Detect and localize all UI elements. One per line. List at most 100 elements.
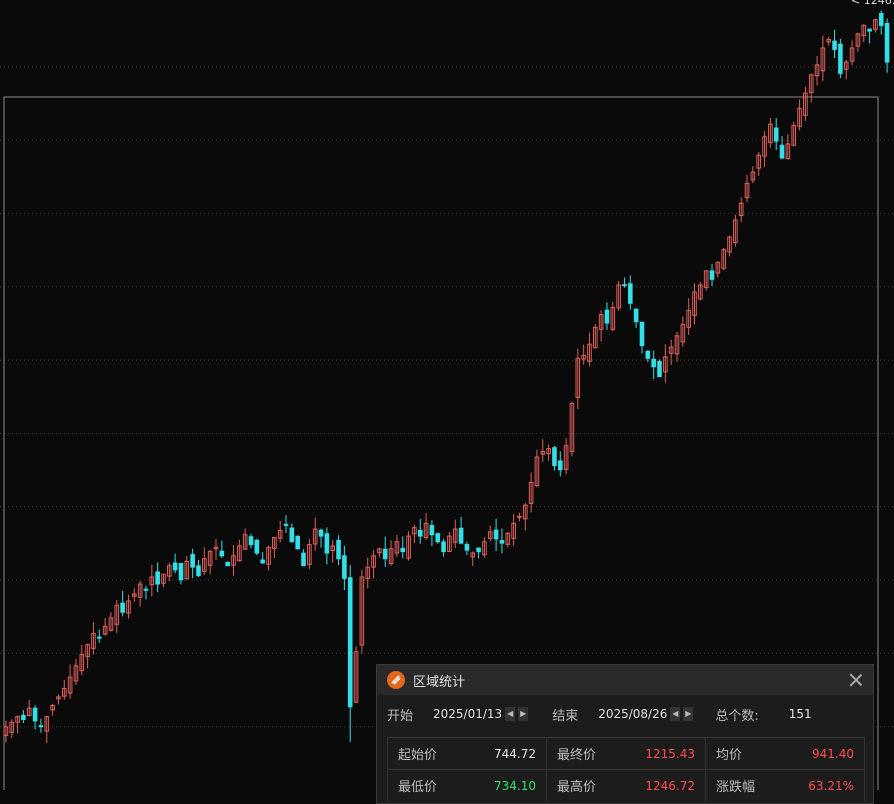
candle-body[interactable] xyxy=(400,547,406,553)
candle-body[interactable] xyxy=(38,725,44,728)
candle-body[interactable] xyxy=(511,522,516,539)
candle-body[interactable] xyxy=(190,554,195,568)
candle-body[interactable] xyxy=(458,527,464,544)
candle-body[interactable] xyxy=(733,219,738,244)
candle-body[interactable] xyxy=(797,108,802,127)
candle-body[interactable] xyxy=(231,555,236,566)
candle-body[interactable] xyxy=(91,632,96,649)
candle-body[interactable] xyxy=(219,550,225,557)
candle-body[interactable] xyxy=(272,536,277,550)
candle-body[interactable] xyxy=(388,548,394,565)
candle-body[interactable] xyxy=(371,555,376,568)
candle-body[interactable] xyxy=(295,535,300,550)
candle-body[interactable] xyxy=(143,588,149,591)
candle-body[interactable] xyxy=(336,540,341,560)
candle-body[interactable] xyxy=(213,546,219,550)
candle-body[interactable] xyxy=(557,460,563,471)
candle-body[interactable] xyxy=(283,523,289,526)
candle-body[interactable] xyxy=(365,566,371,580)
candle-body[interactable] xyxy=(464,543,470,551)
candle-body[interactable] xyxy=(423,522,429,539)
candle-body[interactable] xyxy=(808,74,814,93)
candle-body[interactable] xyxy=(172,562,178,571)
candle-body[interactable] xyxy=(657,361,662,378)
candle-body[interactable] xyxy=(581,355,586,360)
candle-body[interactable] xyxy=(587,343,592,362)
candle-body[interactable] xyxy=(546,448,551,455)
candle-body[interactable] xyxy=(318,529,324,537)
candle-body[interactable] xyxy=(412,527,417,535)
candle-body[interactable] xyxy=(628,283,633,304)
candle-body[interactable] xyxy=(429,525,435,536)
candle-body[interactable] xyxy=(622,284,627,287)
candle-body[interactable] xyxy=(686,309,691,328)
candle-body[interactable] xyxy=(616,284,621,309)
candle-body[interactable] xyxy=(575,357,581,399)
candle-body[interactable] xyxy=(108,617,114,631)
candle-body[interactable] xyxy=(452,528,458,543)
candle-body[interactable] xyxy=(307,544,312,565)
candle-body[interactable] xyxy=(633,308,639,323)
candle-body[interactable] xyxy=(126,600,131,614)
candle-body[interactable] xyxy=(26,707,32,716)
candle-body[interactable] xyxy=(593,326,598,349)
candle-body[interactable] xyxy=(534,456,540,487)
candle-body[interactable] xyxy=(254,539,260,554)
candle-body[interactable] xyxy=(768,123,773,143)
candle-body[interactable] xyxy=(610,307,616,330)
candle-body[interactable] xyxy=(832,40,837,50)
candle-body[interactable] xyxy=(196,565,201,577)
candle-body[interactable] xyxy=(476,547,481,553)
candle-body[interactable] xyxy=(120,602,125,613)
candle-body[interactable] xyxy=(715,261,721,274)
candle-body[interactable] xyxy=(260,559,265,564)
candle-body[interactable] xyxy=(884,23,890,63)
candle-body[interactable] xyxy=(791,125,797,146)
candle-body[interactable] xyxy=(312,528,318,545)
candle-body[interactable] xyxy=(703,270,709,288)
candle-body[interactable] xyxy=(855,33,861,47)
candle-body[interactable] xyxy=(721,249,726,269)
candle-body[interactable] xyxy=(756,154,762,169)
candle-body[interactable] xyxy=(738,202,744,217)
candle-body[interactable] xyxy=(377,548,382,554)
candle-body[interactable] xyxy=(639,321,645,347)
candle-body[interactable] xyxy=(692,291,697,316)
candle-body[interactable] xyxy=(96,636,102,639)
candle-body[interactable] xyxy=(773,127,779,142)
candle-body[interactable] xyxy=(353,651,359,703)
candle-body[interactable] xyxy=(698,284,703,300)
candle-body[interactable] xyxy=(528,481,534,504)
candle-body[interactable] xyxy=(131,593,137,597)
candle-body[interactable] xyxy=(73,665,79,682)
candle-body[interactable] xyxy=(79,654,85,672)
candle-body[interactable] xyxy=(382,548,388,560)
candle-body[interactable] xyxy=(779,144,785,159)
candle-body[interactable] xyxy=(417,529,423,537)
candle-body[interactable] xyxy=(744,182,750,199)
candle-body[interactable] xyxy=(680,323,686,343)
candle-body[interactable] xyxy=(663,356,668,373)
candle-body[interactable] xyxy=(604,309,610,324)
candle-body[interactable] xyxy=(347,577,353,708)
candle-body[interactable] xyxy=(3,726,9,736)
candle-body[interactable] xyxy=(517,515,522,518)
candle-body[interactable] xyxy=(867,28,872,32)
candle-body[interactable] xyxy=(102,625,108,635)
candle-body[interactable] xyxy=(435,533,441,543)
candle-body[interactable] xyxy=(149,576,155,586)
candle-body[interactable] xyxy=(482,541,487,556)
candle-body[interactable] xyxy=(242,534,248,550)
candle-body[interactable] xyxy=(843,61,849,70)
candle-body[interactable] xyxy=(873,19,878,30)
candle-body[interactable] xyxy=(266,546,271,565)
candle-body[interactable] xyxy=(56,696,61,700)
candle-body[interactable] xyxy=(849,47,855,62)
candle-body[interactable] xyxy=(499,540,505,544)
candle-body[interactable] xyxy=(202,558,207,572)
candle-body[interactable] xyxy=(569,402,575,453)
candle-body[interactable] xyxy=(324,533,330,554)
candle-body[interactable] xyxy=(522,504,528,520)
candle-body[interactable] xyxy=(50,704,55,711)
